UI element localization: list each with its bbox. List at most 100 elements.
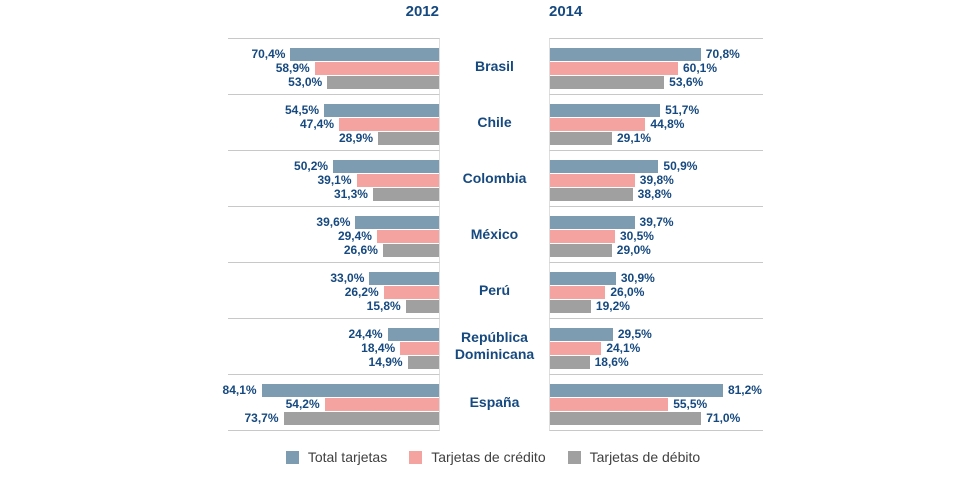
legend-label: Tarjetas de crédito xyxy=(431,449,546,465)
bar-slot: 30,5% xyxy=(550,230,763,243)
value-label: 50,9% xyxy=(663,159,698,173)
bar-slot: 39,1% xyxy=(228,174,439,187)
bar-slot: 44,8% xyxy=(550,118,763,131)
value-label: 24,1% xyxy=(606,341,641,355)
bar-total-tarjetas-2012 xyxy=(324,104,439,117)
bar-tarjetas-debito-2012 xyxy=(405,300,439,313)
bar-tarjetas-credito-2014 xyxy=(550,342,602,355)
panel-2014: 29,5% 24,1% 18,6% xyxy=(549,318,763,374)
column-header-2014: 2014 xyxy=(549,3,583,20)
bar-slot: 84,1% xyxy=(223,384,439,397)
panel-2012: 84,1% 54,2% 73,7% xyxy=(223,374,440,430)
bar-slot: 39,6% xyxy=(228,216,439,229)
panel-2014: 30,9% 26,0% 19,2% xyxy=(549,262,763,318)
bar-total-tarjetas-2012 xyxy=(387,328,439,341)
bar-slot: 31,3% xyxy=(228,188,439,201)
bar-slot: 55,5% xyxy=(550,398,763,411)
country-row: 54,5% 47,4% 28,9% Chile 51,7% 44,8% 29,1% xyxy=(228,94,763,150)
bar-slot: 14,9% xyxy=(228,356,439,369)
bar-tarjetas-credito-2014 xyxy=(550,286,606,299)
bar-slot: 60,1% xyxy=(550,62,763,75)
bar-total-tarjetas-2012 xyxy=(369,272,439,285)
bar-tarjetas-credito-2014 xyxy=(550,62,678,75)
panel-2012: 70,4% 58,9% 53,0% xyxy=(228,38,440,94)
bar-tarjetas-debito-2014 xyxy=(550,188,633,201)
value-label: 29,1% xyxy=(616,131,651,145)
country-row: 39,6% 29,4% 26,6% México 39,7% 30,5% 29,0% xyxy=(228,206,763,262)
bar-slot: 24,1% xyxy=(550,342,763,355)
bar-tarjetas-debito-2012 xyxy=(378,132,439,145)
legend-swatch xyxy=(567,450,581,464)
legend-item-total-tarjetas: Total tarjetas xyxy=(285,449,387,465)
country-label: México xyxy=(470,225,519,242)
bar-slot: 24,4% xyxy=(228,328,439,341)
bar-total-tarjetas-2012 xyxy=(333,160,439,173)
bar-slot: 18,6% xyxy=(550,356,763,369)
bar-tarjetas-credito-2014 xyxy=(550,174,635,187)
bar-slot: 26,6% xyxy=(228,244,439,257)
country-row: 50,2% 39,1% 31,3% Colombia 50,9% 39,8% 38,8% xyxy=(228,150,763,206)
bar-tarjetas-credito-2012 xyxy=(339,118,439,131)
panel-2014: 81,2% 55,5% 71,0% xyxy=(549,374,763,430)
value-label: 30,5% xyxy=(619,229,654,243)
bar-total-tarjetas-2012 xyxy=(355,216,439,229)
bar-total-tarjetas-2014 xyxy=(550,272,616,285)
bar-slot: 30,9% xyxy=(550,272,763,285)
bar-total-tarjetas-2012 xyxy=(290,48,439,61)
value-label: 71,0% xyxy=(706,411,741,425)
bar-tarjetas-credito-2014 xyxy=(550,118,646,131)
bar-tarjetas-debito-2012 xyxy=(382,244,439,257)
bar-total-tarjetas-2014 xyxy=(550,328,613,341)
value-label: 51,7% xyxy=(665,103,700,117)
bar-slot: 15,8% xyxy=(228,300,439,313)
bar-slot: 29,5% xyxy=(550,328,763,341)
bottom-separator-2012 xyxy=(228,430,440,431)
bar-total-tarjetas-2014 xyxy=(550,48,701,61)
bar-slot: 53,0% xyxy=(228,76,439,89)
country-label: Brasil xyxy=(475,57,514,74)
bar-tarjetas-credito-2012 xyxy=(356,174,439,187)
bar-slot: 50,2% xyxy=(228,160,439,173)
bar-tarjetas-credito-2012 xyxy=(324,398,439,411)
country-row: 84,1% 54,2% 73,7% España 81,2% 55,5% 71,0% xyxy=(223,374,763,430)
value-label: 84,1% xyxy=(222,383,257,397)
value-label: 73,7% xyxy=(244,411,279,425)
value-label: 38,8% xyxy=(637,187,672,201)
value-label: 47,4% xyxy=(299,117,334,131)
value-label: 39,1% xyxy=(317,173,352,187)
value-label: 54,2% xyxy=(285,397,320,411)
bar-slot: 29,1% xyxy=(550,132,763,145)
bar-total-tarjetas-2014 xyxy=(550,104,661,117)
bottom-separator-gap xyxy=(440,430,549,431)
bar-slot: 39,7% xyxy=(550,216,763,229)
bar-slot: 51,7% xyxy=(550,104,763,117)
country-label: Colombia xyxy=(462,169,527,186)
panel-2014: 39,7% 30,5% 29,0% xyxy=(549,206,763,262)
country-row: 70,4% 58,9% 53,0% Brasil 70,8% 60,1% 53,6% xyxy=(228,38,763,94)
bar-tarjetas-debito-2014 xyxy=(550,132,612,145)
bar-slot: 47,4% xyxy=(228,118,439,131)
country-label: España xyxy=(469,393,520,410)
legend-item-tarjetas-debito: Tarjetas de débito xyxy=(567,449,701,465)
value-label: 28,9% xyxy=(339,131,374,145)
legend-swatch xyxy=(409,450,423,464)
country-label: Perú xyxy=(478,281,511,298)
bar-tarjetas-debito-2012 xyxy=(407,356,439,369)
value-label: 18,6% xyxy=(594,355,629,369)
value-label: 44,8% xyxy=(650,117,685,131)
bar-slot: 38,8% xyxy=(550,188,763,201)
value-label: 81,2% xyxy=(727,383,762,397)
chart-rows: 70,4% 58,9% 53,0% Brasil 70,8% 60,1% 53,6% 54,5… xyxy=(223,38,763,431)
panel-2012: 24,4% 18,4% 14,9% xyxy=(228,318,440,374)
legend-label: Tarjetas de débito xyxy=(589,449,701,465)
value-label: 24,4% xyxy=(348,327,383,341)
value-label: 70,4% xyxy=(251,47,286,61)
bar-tarjetas-credito-2012 xyxy=(400,342,439,355)
bottom-separator-2014 xyxy=(549,430,763,431)
bar-tarjetas-debito-2014 xyxy=(550,244,612,257)
legend-swatch xyxy=(285,450,299,464)
value-label: 31,3% xyxy=(333,187,368,201)
value-label: 39,7% xyxy=(639,215,674,229)
bar-slot: 54,2% xyxy=(228,398,439,411)
value-label: 39,8% xyxy=(639,173,674,187)
